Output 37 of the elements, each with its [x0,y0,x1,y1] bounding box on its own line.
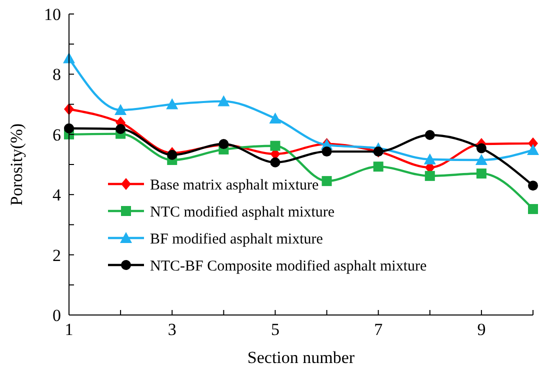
x-tick-label: 5 [270,320,280,339]
y-tick-label: 0 [52,306,61,325]
point [218,95,230,106]
legend-label: Base matrix asphalt mixture [150,177,320,194]
legend-label: BF modified asphalt mixture [150,231,324,248]
point [270,140,280,151]
point [322,176,332,186]
point [167,150,178,160]
point [114,104,127,116]
point [424,130,435,140]
point [116,124,126,134]
point [527,144,539,156]
point [269,112,282,124]
y-tick-label: 2 [52,246,61,265]
y-tick-label: 4 [52,186,62,205]
legend-label: NTC modified asphalt mixture [150,204,335,220]
x-tick-label: 3 [168,320,176,339]
x-axis-title: Section number [247,348,355,367]
point [475,154,488,165]
y-tick-label: 6 [52,125,61,144]
point [424,153,436,164]
x-tick-label: 7 [374,320,384,339]
point [476,168,486,179]
point [166,98,178,110]
point [476,143,486,154]
point [322,146,332,157]
y-tick-label: 10 [44,4,61,24]
point [528,180,538,191]
x-tick-label: 1 [64,320,74,339]
x-tick-label: 9 [477,320,486,339]
point [528,204,538,214]
point [270,157,280,168]
y-tick-label: 8 [52,65,61,84]
y-axis-title: Porosity(%) [7,123,26,206]
point [373,162,384,172]
point [424,170,435,181]
legend-label: NTC-BF Composite modified asphalt mixture [150,258,427,274]
